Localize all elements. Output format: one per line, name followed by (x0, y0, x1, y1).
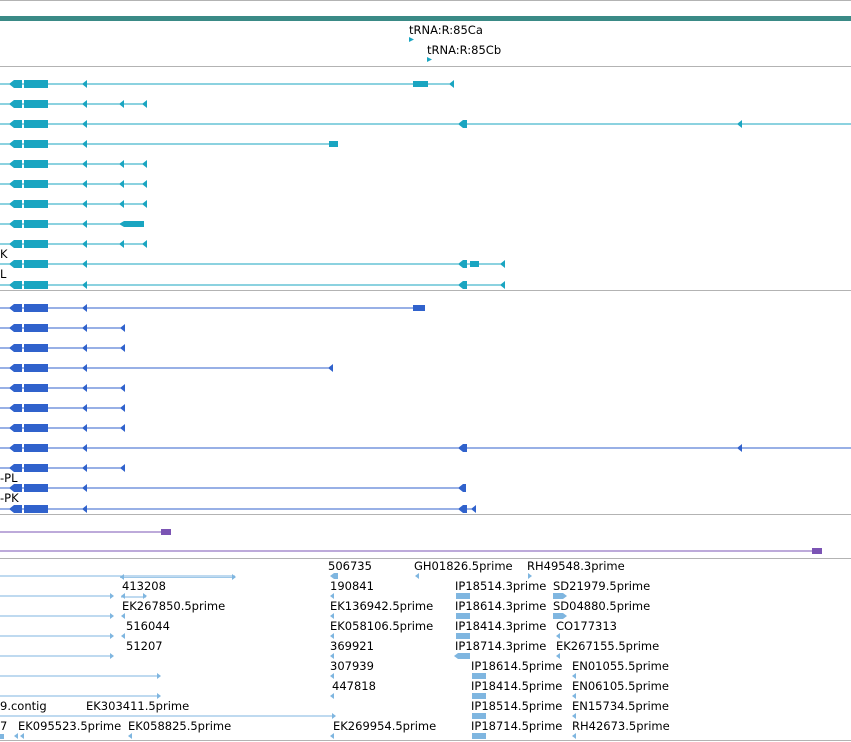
est-label: EK269954.5prime (333, 719, 436, 733)
transcript[interactable] (0, 160, 147, 168)
trna-track: tRNA:R:85Ca tRNA:R:85Cb (409, 23, 501, 62)
est-label: IP18514.3prime (455, 579, 546, 593)
est-labels: 506735 GH01826.5prime RH49548.3prime 413… (0, 559, 670, 733)
est-label: EN06105.5prime (572, 679, 669, 693)
est-label: RH42673.5prime (572, 719, 670, 733)
transcript[interactable] (0, 220, 144, 228)
est-label: IP18714.5prime (471, 719, 562, 733)
est-label: IP18614.3prime (455, 599, 546, 613)
transcript[interactable] (0, 364, 333, 372)
teal-gene-track: K L (0, 80, 851, 289)
transcript[interactable] (0, 80, 454, 88)
est-label: 307939 (330, 659, 374, 673)
transcript[interactable] (0, 424, 125, 432)
trna-label-a: tRNA:R:85Ca (409, 23, 483, 37)
trna-feature-b[interactable] (427, 57, 432, 62)
est-label: IP18614.5prime (471, 659, 562, 673)
est-label: GH01826.5prime (414, 559, 513, 573)
est-label: EK058825.5prime (128, 719, 231, 733)
est-label: IP18414.3prime (455, 619, 546, 633)
feature[interactable] (0, 548, 822, 554)
est-label: 506735 (328, 559, 372, 573)
est-label: 413208 (122, 579, 166, 593)
transcript[interactable] (0, 304, 425, 312)
est-label: 447818 (332, 679, 376, 693)
transcript[interactable] (0, 100, 147, 108)
purple-feature-track (0, 529, 822, 554)
est-label: EK095523.5prime (18, 719, 121, 733)
transcript[interactable] (0, 140, 338, 148)
est-label: EK136942.5prime (330, 599, 433, 613)
est-label: IP18714.3prime (455, 639, 546, 653)
transcript[interactable] (0, 384, 125, 392)
transcript[interactable] (0, 484, 466, 492)
blue-gene-track: -PL -PK (0, 304, 851, 513)
transcript-label-k: K (0, 247, 8, 261)
est-label: 9.contig (0, 699, 47, 713)
est-label: SD04880.5prime (553, 599, 650, 613)
est-label: EK267155.5prime (556, 639, 659, 653)
transcript-label-pk: -PK (0, 491, 19, 505)
transcript[interactable] (0, 180, 147, 188)
transcript[interactable] (0, 200, 147, 208)
trna-feature-a[interactable] (409, 37, 414, 42)
transcript[interactable] (0, 324, 125, 332)
est-label: 369921 (330, 639, 374, 653)
est-label: EK303411.5prime (86, 699, 189, 713)
transcript-label-pl: -PL (0, 471, 18, 485)
feature[interactable] (0, 529, 171, 535)
est-label: EN01055.5prime (572, 659, 669, 673)
transcript[interactable] (0, 444, 851, 452)
est-track: 506735 GH01826.5prime RH49548.3prime 413… (0, 559, 670, 739)
est-label: EK058106.5prime (330, 619, 433, 633)
region-bar (0, 16, 851, 21)
est-label: 516044 (126, 619, 170, 633)
trna-label-b: tRNA:R:85Cb (427, 43, 501, 57)
est-label: 190841 (330, 579, 374, 593)
transcript[interactable] (0, 260, 505, 268)
est-label: IP18414.5prime (471, 679, 562, 693)
est-label: EN15734.5prime (572, 699, 669, 713)
transcript[interactable] (0, 344, 125, 352)
transcript-label-l: L (0, 267, 7, 281)
est-label: EK267850.5prime (122, 599, 225, 613)
est-label: SD21979.5prime (553, 579, 650, 593)
est-label: CO177313 (556, 619, 617, 633)
transcript[interactable] (0, 505, 476, 513)
est-alignments[interactable] (0, 573, 576, 739)
est-label: 7 (0, 719, 7, 733)
est-label: IP18514.5prime (471, 699, 562, 713)
est-label: 51207 (126, 639, 163, 653)
est-label: RH49548.3prime (527, 559, 625, 573)
transcript[interactable] (0, 281, 505, 289)
transcript[interactable] (0, 404, 125, 412)
transcript[interactable] (0, 240, 147, 248)
transcript[interactable] (0, 120, 851, 128)
transcript[interactable] (0, 464, 125, 472)
